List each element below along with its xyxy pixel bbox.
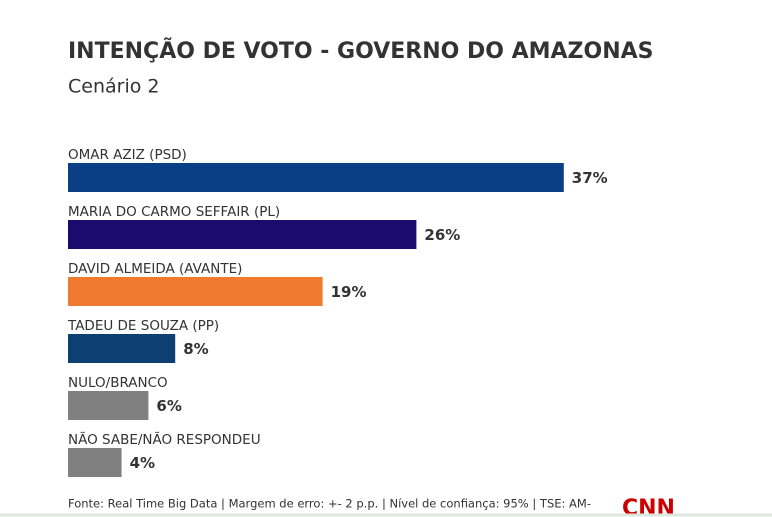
bar <box>68 448 122 477</box>
category-label: NULO/BRANCO <box>68 375 168 391</box>
source-note: Fonte: Real Time Big Data | Margem de er… <box>68 497 591 511</box>
logo: CNN <box>622 496 675 517</box>
category-label: NÃO SABE/NÃO RESPONDEU <box>68 431 261 448</box>
category-label: TADEU DE SOUZA (PP) <box>67 318 219 334</box>
bar <box>68 277 323 306</box>
bar <box>68 391 149 420</box>
value-label: 37% <box>572 169 608 187</box>
value-label: 26% <box>424 226 460 244</box>
chart-title: INTENÇÃO DE VOTO - GOVERNO DO AMAZONAS <box>68 38 653 64</box>
value-label: 6% <box>156 397 181 415</box>
category-label: MARIA DO CARMO SEFFAIR (PL) <box>68 204 280 220</box>
category-label: DAVID ALMEIDA (AVANTE) <box>68 261 242 277</box>
value-label: 8% <box>183 340 208 358</box>
value-label: 19% <box>331 283 367 301</box>
chart-subtitle: Cenário 2 <box>68 76 159 98</box>
bar <box>68 163 564 192</box>
category-label: OMAR AZIZ (PSD) <box>68 147 187 163</box>
bar <box>68 220 417 249</box>
bar <box>68 334 176 363</box>
value-label: 4% <box>130 454 155 472</box>
